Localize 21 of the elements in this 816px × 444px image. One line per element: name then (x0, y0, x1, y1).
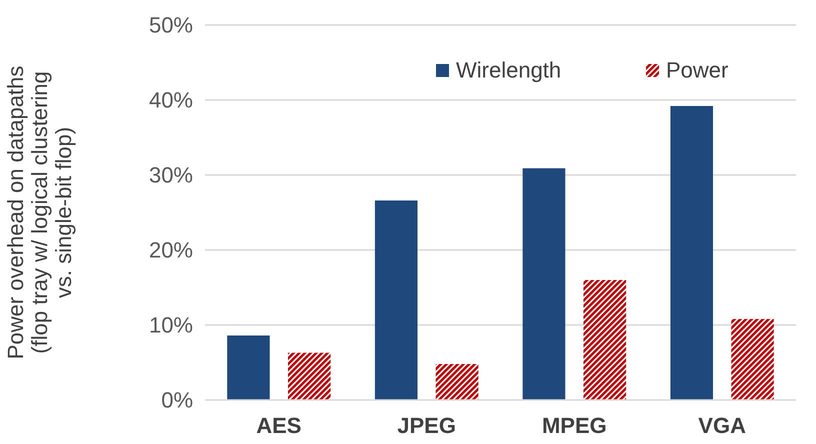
y-tick-label: 0% (161, 388, 193, 413)
bar (374, 200, 418, 400)
x-tick-label: AES (256, 413, 302, 438)
legend-label: Wirelength (456, 58, 562, 83)
bar (227, 336, 270, 400)
bar (288, 352, 331, 400)
x-tick-label: JPEG (397, 413, 456, 438)
bar (522, 168, 566, 400)
y-tick-label: 30% (148, 162, 193, 188)
bar (584, 280, 626, 400)
bar (731, 319, 774, 400)
y-tick-label: 10% (148, 312, 193, 338)
y-axis-title: Power overhead on datapaths (flop tray w/ logical clustering vs. single-bit flop) (2, 66, 76, 360)
x-tick-label: VGA (698, 413, 746, 438)
bar (670, 106, 713, 400)
y-tick-label: 20% (148, 238, 193, 263)
y-tick-label: 40% (148, 88, 193, 113)
bar (436, 364, 478, 400)
legend-label: Power (666, 58, 728, 83)
y-tick-label: 50% (148, 12, 193, 38)
x-tick-label: MPEG (542, 413, 607, 438)
